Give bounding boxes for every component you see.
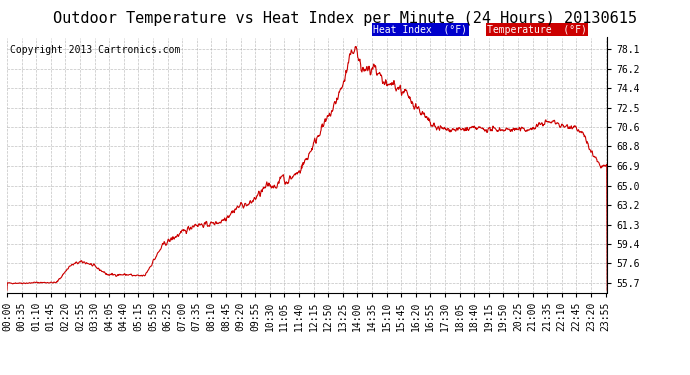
Text: Outdoor Temperature vs Heat Index per Minute (24 Hours) 20130615: Outdoor Temperature vs Heat Index per Mi…: [53, 11, 637, 26]
Text: Copyright 2013 Cartronics.com: Copyright 2013 Cartronics.com: [10, 45, 180, 55]
Text: Heat Index  (°F): Heat Index (°F): [373, 25, 467, 35]
Text: Temperature  (°F): Temperature (°F): [487, 25, 587, 35]
